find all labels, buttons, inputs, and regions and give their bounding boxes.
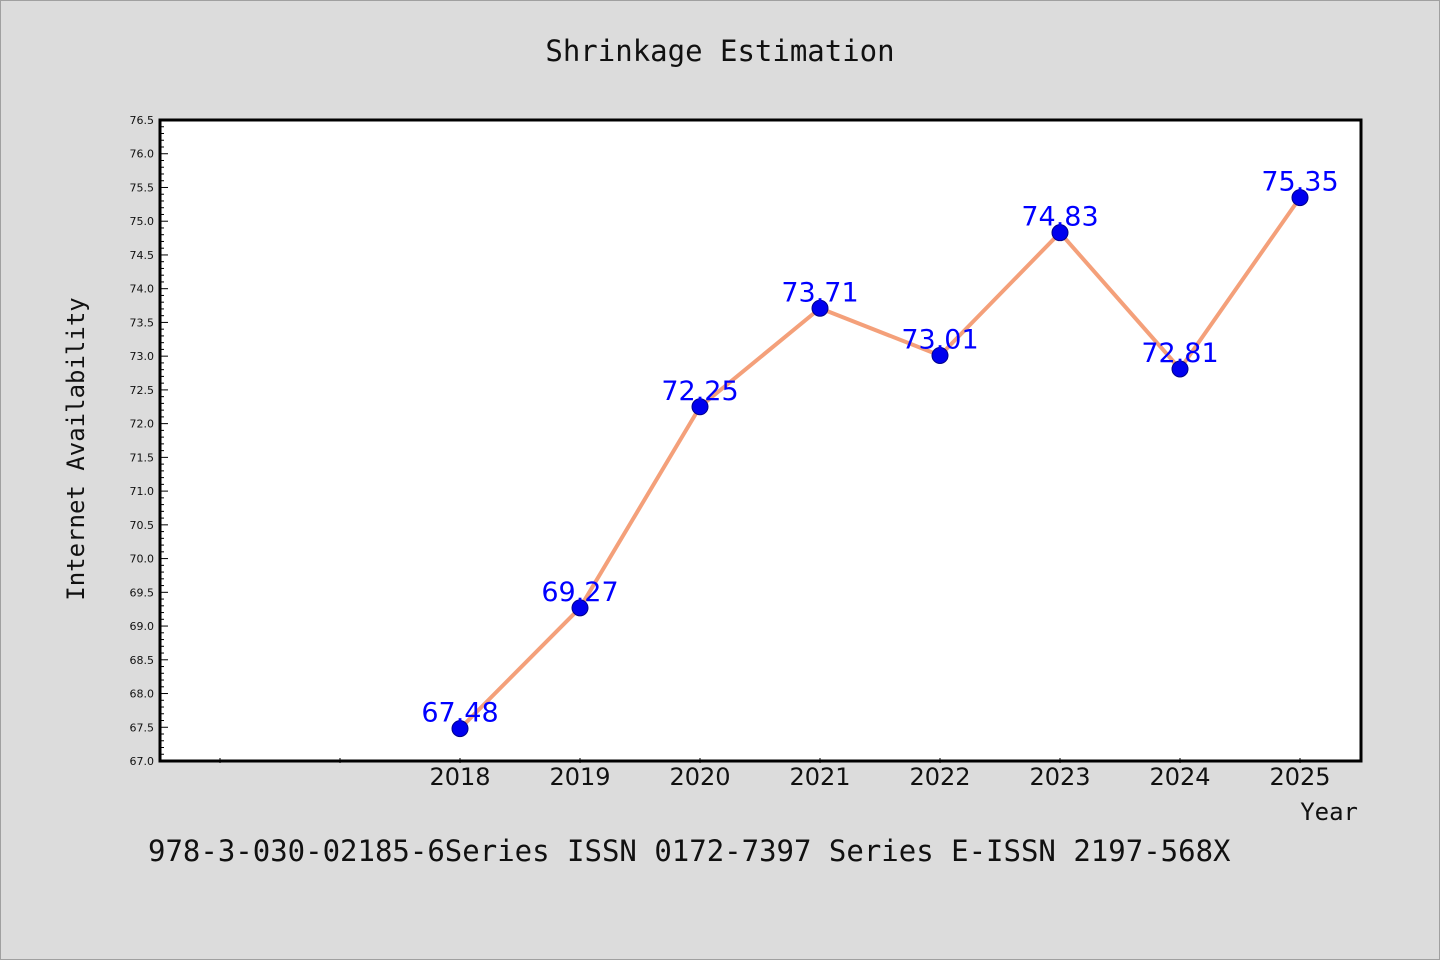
x-axis-label: Year (1300, 798, 1358, 826)
data-label: 74.83 (1021, 202, 1098, 233)
x-tick-label: 2019 (549, 763, 610, 791)
chart-title: Shrinkage Estimation (545, 34, 895, 68)
y-tick-label: 76.5 (130, 114, 155, 127)
y-tick-label: 68.5 (130, 654, 155, 667)
y-tick-label: 71.0 (130, 485, 155, 498)
plot-area (158, 118, 1363, 763)
data-label: 73.01 (901, 324, 978, 355)
y-tick-label: 67.0 (130, 755, 155, 768)
y-tick-label: 73.5 (130, 316, 155, 329)
y-tick-label: 71.5 (130, 451, 155, 464)
y-tick-label: 74.5 (130, 249, 155, 262)
data-label: 67.48 (421, 698, 498, 729)
data-label: 75.35 (1261, 167, 1338, 198)
series-line (458, 196, 1302, 731)
y-tick-label: 69.5 (130, 586, 155, 599)
y-axis: 67.0 67.5 68.0 68.5 69.0 69.5 70.0 70.5 71.0 71.5… (130, 114, 168, 768)
x-tick-label: 2024 (1149, 763, 1210, 791)
data-label: 69.27 (541, 577, 618, 608)
data-point (931, 346, 949, 364)
x-tick-label: 2025 (1269, 763, 1330, 791)
x-tick-label: 2023 (1029, 763, 1090, 791)
y-tick-label: 69.0 (130, 620, 155, 633)
data-point (811, 299, 829, 317)
y-tick-label: 72.5 (130, 384, 155, 397)
x-tick-label: 2021 (789, 763, 850, 791)
data-point (1051, 224, 1069, 242)
data-point (1171, 360, 1189, 378)
data-point (1291, 189, 1309, 207)
y-tick-label: 73.0 (130, 350, 155, 363)
y-tick-label: 75.5 (130, 181, 155, 194)
y-tick-label: 70.5 (130, 519, 155, 532)
data-label: 72.81 (1141, 338, 1218, 369)
caption-text: 978-3-030-02185-6Series ISSN 0172-7397 S… (148, 834, 1231, 868)
y-tick-label: 74.0 (130, 283, 155, 296)
x-tick-label: 2020 (669, 763, 730, 791)
series-layer: 67.48 69.27 72.25 73.71 73.01 74.83 72.81 75.35 (421, 167, 1339, 738)
y-tick-label: 68.0 (130, 688, 155, 701)
data-point (571, 599, 589, 617)
x-tick-label: 2022 (909, 763, 970, 791)
y-tick-label: 75.0 (130, 215, 155, 228)
data-label: 72.25 (661, 376, 738, 407)
x-axis: 2018 2019 2020 2021 2022 2023 2024 2025 (219, 758, 1331, 791)
x-tick-label: 2018 (429, 763, 490, 791)
y-tick-label: 72.0 (130, 418, 155, 431)
data-label: 73.71 (781, 277, 858, 308)
data-point (691, 398, 709, 416)
y-tick-label: 70.0 (130, 553, 155, 566)
data-point (451, 720, 469, 738)
y-axis-label: Internet Availability (62, 297, 90, 600)
y-tick-label: 76.0 (130, 148, 155, 161)
y-tick-label: 67.5 (130, 721, 155, 734)
